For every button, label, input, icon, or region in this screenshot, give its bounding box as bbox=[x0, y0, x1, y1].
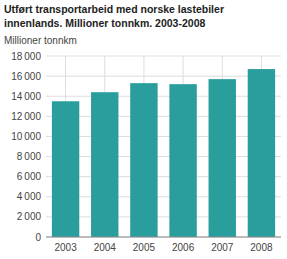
y-grid-line bbox=[46, 216, 281, 217]
subtitle: innenlands. Millioner tonnkm. 2003-2008 bbox=[4, 17, 205, 29]
y-tick-label: 16 000 bbox=[11, 71, 41, 82]
grid bbox=[46, 56, 281, 237]
chart-container: Utført transportarbeid med norske lasteb… bbox=[0, 0, 287, 259]
bar bbox=[248, 69, 275, 237]
x-tick-label: 2003 bbox=[54, 242, 77, 253]
y-grid-line bbox=[46, 96, 281, 97]
x-axis-line bbox=[46, 237, 281, 238]
bar bbox=[91, 92, 118, 237]
chart-svg: Utført transportarbeid med norske lasteb… bbox=[0, 0, 287, 259]
y-grid-line bbox=[46, 196, 281, 197]
bar bbox=[209, 79, 236, 237]
y-grid-line bbox=[46, 76, 281, 77]
y-tick-label: 0 bbox=[35, 232, 41, 243]
y-axis-label: Millioner tonnkm bbox=[4, 35, 77, 46]
y-tick-label: 10 000 bbox=[11, 131, 41, 142]
y-tick-label: 4 000 bbox=[17, 191, 42, 202]
bar bbox=[130, 83, 157, 237]
y-tick-label: 14 000 bbox=[11, 91, 41, 102]
x-tick-label: 2005 bbox=[133, 242, 156, 253]
y-grid-line bbox=[46, 156, 281, 157]
x-tick-label: 2008 bbox=[250, 242, 273, 253]
y-grid-line bbox=[46, 176, 281, 177]
bar bbox=[169, 84, 196, 237]
x-tick-label: 2006 bbox=[172, 242, 195, 253]
y-tick-label: 18 000 bbox=[11, 51, 41, 62]
y-grid-line bbox=[46, 237, 281, 238]
title: Utført transportarbeid med norske lasteb… bbox=[4, 3, 224, 15]
x-tick-label: 2007 bbox=[211, 242, 234, 253]
axes: 0 2 000 4 000 6 000 8 000 10 000 12 000 14 000 1… bbox=[11, 51, 273, 254]
y-tick-label: 6 000 bbox=[17, 171, 42, 182]
bar bbox=[52, 101, 79, 237]
y-tick-label: 8 000 bbox=[17, 151, 42, 162]
y-tick-label: 2 000 bbox=[17, 211, 42, 222]
y-tick-label: 12 000 bbox=[11, 111, 41, 122]
bars bbox=[52, 69, 275, 237]
x-tick-label: 2004 bbox=[94, 242, 117, 253]
y-grid-line bbox=[46, 116, 281, 117]
y-grid-line bbox=[46, 56, 281, 57]
y-grid-line bbox=[46, 136, 281, 137]
